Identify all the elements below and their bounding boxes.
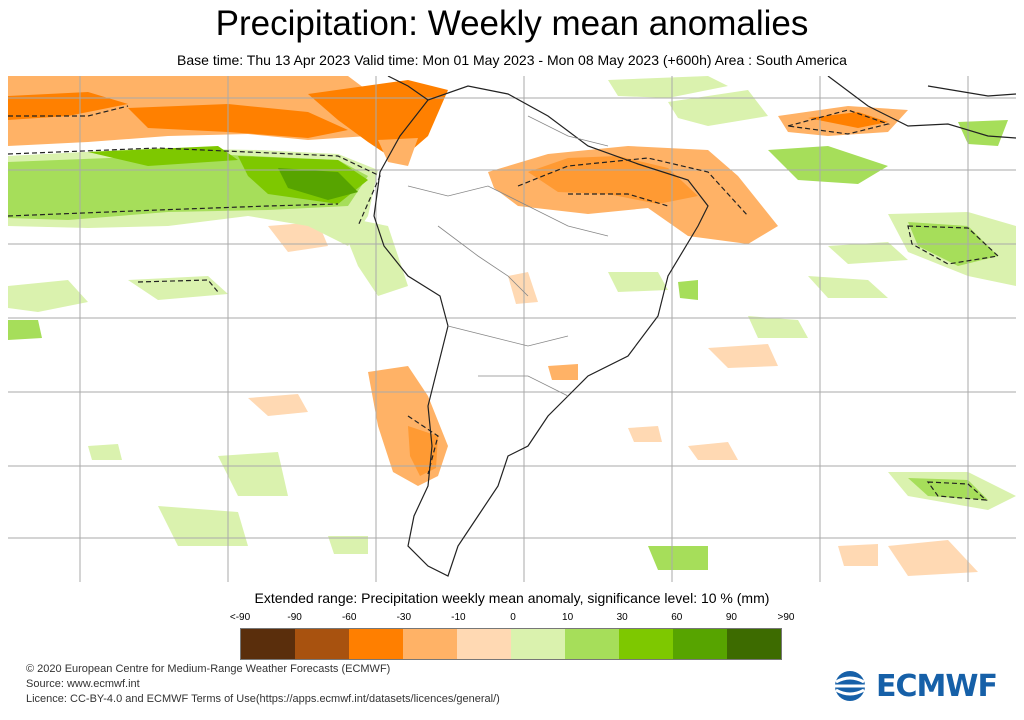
legend-swatch [673,629,727,659]
legend-tick-label: 60 [671,612,683,623]
legend-tick-label: 90 [725,612,737,623]
legend-ticks: <-90 -90 -60 -30 -10 0 10 30 60 90 >90 [230,612,795,626]
page-subtitle: Base time: Thu 13 Apr 2023 Valid time: M… [177,52,847,68]
legend-swatch [619,629,673,659]
legend-tick-label: -30 [396,612,412,623]
significance-contours [8,105,1000,501]
legend-tick-label: 10 [562,612,574,623]
ecmwf-logo: ECMWF [828,668,998,704]
legend-tick-label: 0 [510,612,516,623]
lat-lon-grid [8,76,1016,582]
ecmwf-logo-icon [832,671,868,701]
legend-swatch [403,629,457,659]
legend-tick-label: -10 [451,612,466,623]
legend-color-bar [240,628,782,660]
legend-title: Extended range: Precipitation weekly mea… [254,590,770,606]
page-title: Precipitation: Weekly mean anomalies [215,4,809,43]
legend-tick-label: -90 [287,612,302,623]
legend-swatch [241,629,295,659]
legend-tick-label: <-90 [229,612,251,623]
legend-swatch [295,629,349,659]
ecmwf-logo-text: ECMWF [876,668,998,704]
precipitation-anomaly-map [8,76,1016,582]
legend-swatch [727,629,781,659]
source-text: Source: www.ecmwf.int [26,678,140,690]
copyright-text: © 2020 European Centre for Medium-Range … [26,663,391,675]
country-borders [407,115,609,397]
wet-anomaly-areas [8,76,1016,570]
coastlines [373,76,1016,577]
legend-swatch [457,629,511,659]
footer: © 2020 European Centre for Medium-Range … [26,662,500,707]
legend-swatch [349,629,403,659]
legend-tick-label: 30 [616,612,628,623]
legend-tick-label: >90 [777,612,795,623]
legend-swatch [565,629,619,659]
legend-swatch [511,629,565,659]
legend-tick-label: -60 [341,612,357,623]
licence-text: Licence: CC-BY-4.0 and ECMWF Terms of Us… [26,693,500,705]
